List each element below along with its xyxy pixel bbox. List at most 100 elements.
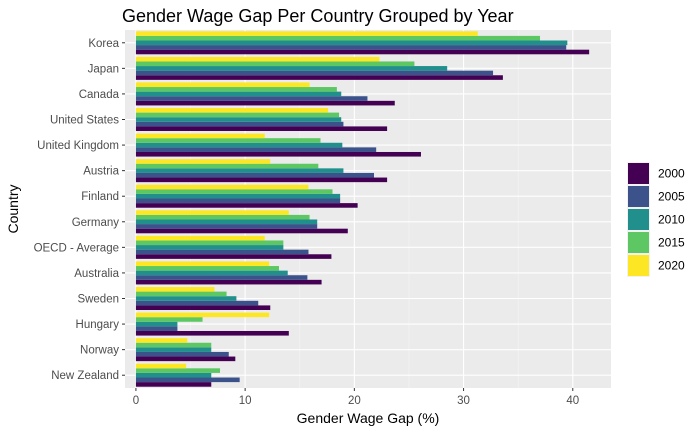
bar — [135, 49, 590, 55]
bar — [135, 40, 568, 46]
x-tick-label: 40 — [566, 395, 579, 407]
legend: 2000 2005 2010 2015 2020 — [627, 162, 685, 277]
bar — [135, 147, 377, 152]
bar — [135, 330, 289, 336]
y-tick-label: Hungary — [76, 319, 120, 331]
bar — [135, 61, 415, 67]
y-tick-label: Sweden — [77, 294, 119, 306]
bar — [135, 219, 318, 225]
x-axis-ticks: 0 10 20 30 40 — [133, 388, 579, 407]
bar — [135, 31, 478, 36]
bar — [135, 235, 265, 241]
bar — [135, 112, 340, 118]
bar — [135, 368, 221, 373]
bar — [135, 198, 341, 204]
legend-label: 2005 — [658, 190, 685, 204]
legend-key — [628, 232, 649, 253]
bar — [135, 82, 310, 88]
bar — [135, 347, 212, 352]
bar — [135, 189, 333, 194]
bar — [135, 66, 448, 71]
bar — [135, 70, 494, 76]
bar — [135, 279, 322, 285]
x-axis-title: Gender Wage Gap (%) — [297, 410, 440, 426]
bar — [135, 91, 342, 97]
legend-key — [628, 255, 649, 276]
bar — [135, 193, 341, 199]
bar — [135, 117, 342, 122]
bar — [135, 100, 395, 106]
bars — [135, 31, 590, 387]
bar — [135, 363, 187, 369]
y-tick-label: Norway — [80, 345, 119, 357]
y-tick-label: United Kingdom — [37, 140, 119, 152]
bar — [135, 107, 329, 113]
bar — [135, 168, 344, 173]
y-tick-label: New Zealand — [51, 370, 119, 382]
bar — [135, 203, 358, 208]
legend-key — [628, 163, 649, 184]
bar — [135, 184, 309, 190]
bar — [135, 377, 240, 383]
legend-label: 2020 — [658, 259, 685, 273]
bar — [135, 96, 368, 101]
bar — [135, 177, 388, 183]
bar — [135, 151, 421, 157]
bar — [135, 342, 212, 348]
y-tick-label: Germany — [72, 217, 120, 229]
y-axis-ticks: Korea Japan Canada United States United King… — [34, 38, 125, 382]
bar — [135, 35, 541, 41]
bar — [135, 317, 203, 322]
bar — [135, 356, 236, 362]
legend-label: 2000 — [658, 167, 685, 181]
legend-key — [628, 186, 649, 207]
bar — [135, 245, 284, 250]
bar — [135, 254, 332, 259]
bar — [135, 312, 270, 318]
y-axis-title: Country — [5, 184, 21, 233]
bar — [135, 291, 227, 297]
bar — [135, 159, 271, 164]
bar — [135, 300, 259, 306]
y-tick-label: Austria — [83, 166, 119, 178]
bar — [135, 133, 265, 139]
bar — [135, 210, 289, 215]
y-tick-label: Japan — [88, 63, 119, 75]
bar — [135, 338, 188, 343]
y-tick-label: Canada — [79, 89, 120, 101]
x-tick-label: 0 — [133, 395, 139, 407]
bar — [135, 126, 388, 132]
bar — [135, 351, 229, 357]
bar — [135, 224, 318, 229]
y-tick-label: United States — [50, 115, 119, 127]
bar — [135, 240, 284, 246]
legend-key — [628, 209, 649, 230]
y-tick-label: Finland — [81, 191, 119, 203]
x-tick-label: 30 — [457, 395, 470, 407]
y-tick-label: Australia — [74, 268, 119, 280]
bar — [135, 326, 178, 331]
bar — [135, 249, 309, 255]
bar — [135, 87, 337, 92]
legend-label: 2015 — [658, 236, 685, 250]
bar — [135, 266, 279, 271]
bar — [135, 296, 237, 301]
bar — [135, 382, 212, 387]
bar — [135, 228, 348, 234]
bar — [135, 138, 321, 143]
chart-title: Gender Wage Gap Per Country Grouped by Y… — [122, 6, 514, 26]
bar — [135, 275, 308, 280]
bar — [135, 75, 503, 80]
bar — [135, 121, 344, 127]
bar — [135, 142, 343, 148]
legend-label: 2010 — [658, 213, 685, 227]
bar — [135, 163, 319, 169]
x-tick-label: 20 — [348, 395, 361, 407]
y-tick-label: Korea — [88, 38, 119, 50]
bar — [135, 172, 375, 178]
bar — [135, 214, 310, 220]
bar — [135, 305, 271, 311]
bar — [135, 372, 212, 378]
bar — [135, 270, 288, 276]
